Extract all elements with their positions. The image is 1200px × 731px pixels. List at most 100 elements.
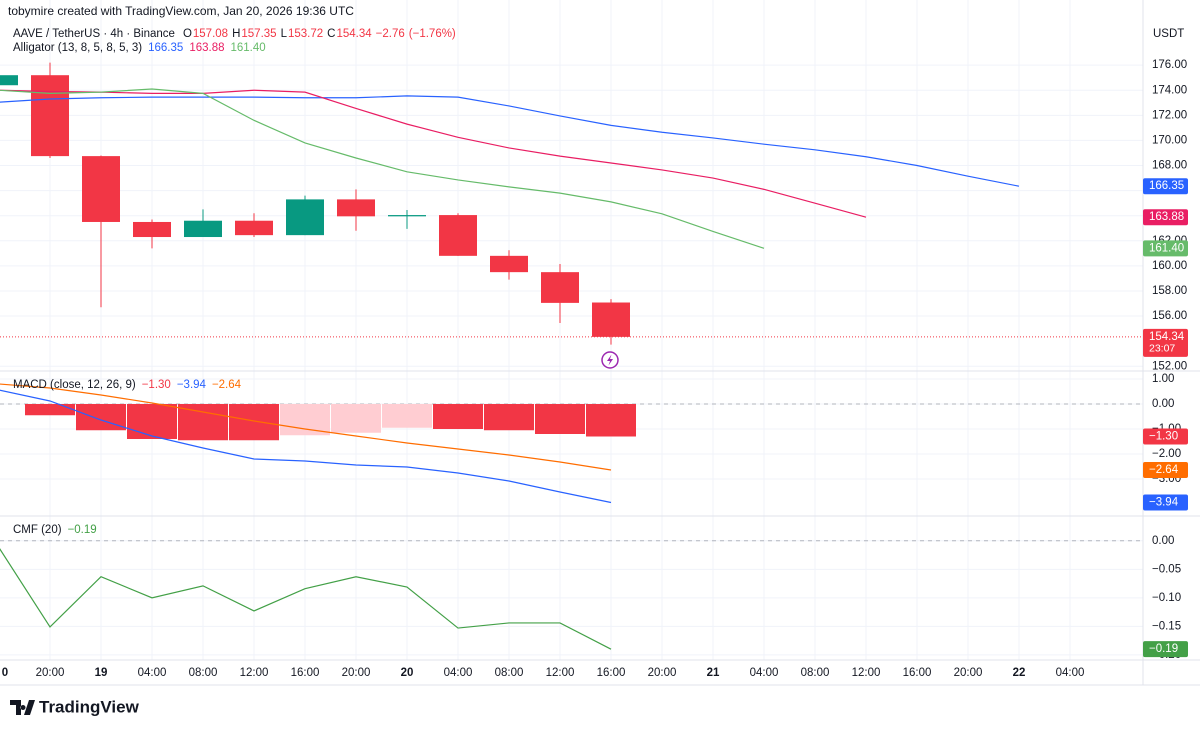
ohlc-letter: L [281, 28, 288, 40]
indicator-value: −1.30 [142, 379, 171, 391]
histogram-bar [484, 404, 534, 431]
y-tick-label: 1.00 [1152, 373, 1174, 385]
price-badge [1143, 494, 1188, 511]
x-tick-label: 04:00 [444, 667, 473, 679]
price-badge [1143, 641, 1188, 658]
logo: TradingView [10, 697, 140, 716]
ohlc-value: 157.35 [241, 28, 276, 40]
plot-area [0, 62, 1143, 650]
candle-body [82, 156, 120, 222]
price-badge-label: −2.64 [1149, 464, 1179, 476]
indicator-value: 163.88 [189, 42, 224, 54]
price-badge-label: 163.88 [1149, 211, 1184, 223]
indicator-value: −2.64 [212, 379, 242, 391]
price-badge-label: −3.94 [1149, 497, 1179, 509]
y-tick-label: 156.00 [1152, 310, 1187, 322]
candle-body [592, 302, 630, 337]
candle-body [337, 199, 375, 217]
macd-line [0, 383, 612, 471]
y-tick-label: 170.00 [1152, 134, 1187, 146]
legends: tobymire created with TradingView.com, J… [8, 4, 456, 536]
y-tick-label: 158.00 [1152, 285, 1187, 297]
y-tick-label: 160.00 [1152, 260, 1187, 272]
price-badge-label: 161.40 [1149, 242, 1184, 254]
candle-body [286, 199, 324, 236]
indicator-value: 166.35 [148, 42, 183, 54]
y-tick-label: 0.00 [1152, 398, 1174, 410]
y-tick-label: 152.00 [1152, 360, 1187, 372]
alligator-line [0, 95, 1020, 187]
x-tick-label: 20:00 [648, 667, 677, 679]
x-tick-label: 16:00 [903, 667, 932, 679]
indicator-title: Alligator (13, 8, 5, 8, 5, 3) [13, 42, 142, 54]
ohlc-value: 154.34 [336, 28, 372, 40]
x-tick-label: 20:00 [954, 667, 983, 679]
y-tick-label: −0.15 [1152, 620, 1181, 632]
price-badge-label: −0.19 [1149, 643, 1178, 655]
x-tick-label: 08:00 [801, 667, 830, 679]
histogram-bar [76, 404, 126, 431]
countdown-label: 23:07 [1149, 343, 1175, 355]
x-tick-label: 12:00 [852, 667, 881, 679]
histogram-bar [280, 404, 330, 436]
x-tick-label: 21 [707, 667, 720, 679]
candle-body [490, 255, 528, 273]
indicator-title: CMF (20) [13, 524, 62, 536]
price-badge [1143, 328, 1188, 357]
candle-body [31, 75, 69, 157]
symbol-title: AAVE / TetherUS · 4h · Binance [13, 28, 175, 40]
price-badge-label: 166.35 [1149, 180, 1184, 192]
credit: tobymire created with TradingView.com, J… [8, 4, 354, 18]
histogram-bar [382, 404, 432, 428]
indicator-value: 161.40 [231, 42, 266, 54]
change: −2.76 [376, 28, 405, 40]
candle-body [439, 215, 477, 256]
x-tick-label: 20:00 [342, 667, 371, 679]
ohlc-value: 157.08 [193, 28, 228, 40]
y-tick-label: 172.00 [1152, 109, 1187, 121]
x-tick-label: 20:00 [36, 667, 65, 679]
ohlc-letter: C [327, 28, 335, 40]
y-tick-label: −0.10 [1152, 592, 1181, 604]
x-tick-label: 16:00 [597, 667, 626, 679]
ohlc-letter: O [183, 28, 192, 40]
histogram-bar [127, 404, 177, 439]
change-percent: (−1.76%) [409, 28, 456, 40]
alligator-line [0, 89, 867, 218]
axes: 0 20:00 19 04:00 08:00 12:00 16:00 20:00 20 04:00… [2, 59, 1188, 679]
indicator-value: −3.94 [177, 379, 207, 391]
ohlc-letter: H [232, 28, 240, 40]
candle-body [184, 220, 222, 238]
x-tick-label: 12:00 [240, 667, 269, 679]
y-tick-label: 174.00 [1152, 84, 1187, 96]
y-tick-label: 176.00 [1152, 59, 1187, 71]
histogram-bar [25, 404, 75, 416]
histogram-bar [178, 404, 228, 441]
x-tick-label: 0 [2, 667, 8, 679]
price-badge [1143, 428, 1188, 445]
price-badge [1143, 462, 1188, 478]
histogram-bar [586, 404, 636, 437]
price-badge-label: 154.34 [1149, 331, 1185, 343]
y-tick-label: −2.00 [1152, 448, 1181, 460]
x-tick-label: 08:00 [495, 667, 524, 679]
price-badge [1143, 209, 1188, 226]
indicator-title: MACD (close, 12, 26, 9) [13, 379, 136, 391]
histogram-bar [331, 404, 381, 433]
ohlc-value: 153.72 [288, 28, 323, 40]
histogram-bar [433, 404, 483, 429]
candle-body [0, 75, 18, 86]
indicator-value: −0.19 [68, 524, 97, 536]
histogram-bar [535, 404, 585, 434]
x-tick-label: 04:00 [138, 667, 167, 679]
x-tick-label: 16:00 [291, 667, 320, 679]
price-badge [1143, 240, 1188, 257]
x-tick-label: 22 [1013, 667, 1026, 679]
candle-body [133, 221, 171, 238]
alligator-line [0, 88, 765, 249]
histogram-bar [229, 404, 279, 441]
candle-body [235, 220, 273, 236]
currency-label: USDT [1153, 28, 1184, 40]
